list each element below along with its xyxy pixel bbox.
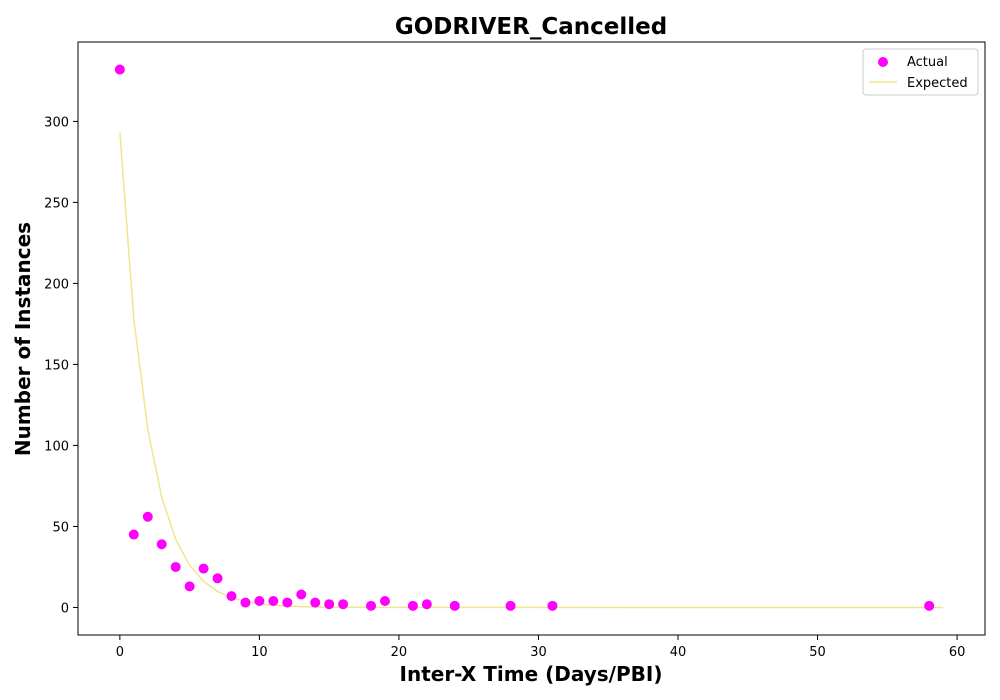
y-axis-ticks: 0 50 100 150 200 250 300 [44, 115, 78, 616]
x-axis-ticks: 0 10 20 30 40 50 60 [116, 635, 966, 660]
actual-point [379, 595, 390, 606]
x-tick-label: 50 [809, 645, 826, 660]
actual-point [156, 539, 167, 550]
y-tick-label: 150 [44, 358, 69, 373]
legend-actual-label: Actual [907, 55, 948, 70]
y-tick-label: 200 [44, 277, 69, 292]
actual-point [114, 64, 125, 75]
legend-box [862, 48, 979, 96]
actual-point [924, 600, 935, 611]
actual-point [407, 600, 418, 611]
actual-point [296, 589, 307, 600]
y-tick-label: 0 [61, 601, 69, 616]
y-tick-label: 300 [44, 115, 69, 130]
actual-point [198, 563, 209, 574]
y-tick-label: 100 [44, 439, 69, 454]
actual-point [421, 599, 432, 610]
actual-point [170, 561, 181, 572]
x-tick-label: 30 [530, 645, 547, 660]
y-axis-label: Number of Instances [11, 222, 35, 456]
y-tick-label: 50 [52, 520, 69, 535]
plot-area-frame [77, 41, 986, 636]
actual-point [128, 529, 139, 540]
actual-point [338, 599, 349, 610]
actual-point [240, 597, 251, 608]
legend-actual-marker [878, 57, 888, 67]
x-tick-label: 0 [116, 645, 124, 660]
x-tick-label: 60 [949, 645, 966, 660]
chart-title: GODRIVER_Cancelled [395, 14, 667, 40]
legend: Actual Expected [862, 48, 979, 96]
actual-point [226, 591, 237, 602]
actual-point [310, 597, 321, 608]
actual-point [547, 600, 558, 611]
actual-point [254, 595, 265, 606]
y-tick-label: 250 [44, 196, 69, 211]
legend-expected-label: Expected [907, 76, 968, 91]
x-tick-label: 40 [670, 645, 687, 660]
actual-point [282, 597, 293, 608]
x-tick-label: 20 [391, 645, 408, 660]
x-tick-label: 10 [251, 645, 268, 660]
actual-point [142, 511, 153, 522]
actual-point [324, 599, 335, 610]
expected-line [119, 132, 944, 609]
actual-point [268, 595, 279, 606]
actual-point [184, 581, 195, 592]
expected-series [119, 132, 944, 609]
x-axis-label: Inter-X Time (Days/PBI) [400, 662, 663, 686]
actual-series [114, 64, 935, 611]
actual-point [366, 600, 377, 611]
actual-point [449, 600, 460, 611]
actual-point [505, 600, 516, 611]
actual-point [212, 573, 223, 584]
